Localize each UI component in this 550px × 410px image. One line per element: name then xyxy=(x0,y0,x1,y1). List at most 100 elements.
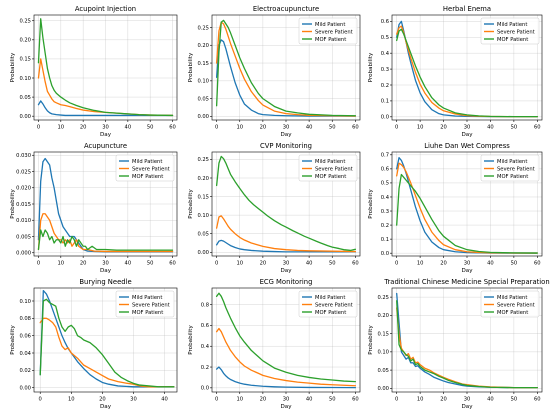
x-tick-label: 40 xyxy=(306,397,313,403)
y-tick-label: 0.10 xyxy=(19,299,31,305)
x-tick-label: 30 xyxy=(102,261,109,267)
y-tick-label: 0.1 xyxy=(381,99,389,105)
x-axis-label: Day xyxy=(461,268,473,274)
y-tick-label: 0.00 xyxy=(19,114,31,120)
y-tick-label: 0.15 xyxy=(197,194,209,200)
chart-title: Acupoint Injection xyxy=(75,5,136,13)
y-tick-label: 0.04 xyxy=(19,351,31,357)
y-axis-label: Probability xyxy=(368,325,374,355)
y-tick-label: 0.05 xyxy=(197,232,209,238)
x-axis-label: Day xyxy=(100,404,112,410)
legend-label: Severe Patient xyxy=(497,302,535,308)
x-tick-label: 30 xyxy=(283,397,290,403)
y-tick-label: 0.00 xyxy=(19,385,31,391)
x-tick-label: 10 xyxy=(417,261,424,267)
x-tick-label: 10 xyxy=(68,397,75,403)
y-tick-label: 0.6 xyxy=(381,19,389,25)
y-tick-label: 0.25 xyxy=(19,19,31,25)
chart-panel-1: 0 10 20 30 40 50 60 0.00 0.05 0.10 0.15 0.20 0.25 Acu… xyxy=(10,5,177,138)
legend-label: Severe Patient xyxy=(315,166,353,172)
y-tick-label: 0.2 xyxy=(381,83,389,89)
legend-label: Mild Patient xyxy=(132,159,162,165)
legend-label: Severe Patient xyxy=(132,166,170,172)
x-axis-label: Day xyxy=(280,132,292,138)
x-tick-label: 30 xyxy=(464,261,471,267)
y-tick-label: 0.6 xyxy=(201,323,209,329)
x-axis-label: Day xyxy=(100,132,112,138)
y-tick-label: 0.030 xyxy=(16,153,31,159)
x-axis-label: Day xyxy=(461,132,473,138)
y-tick-label: 0.025 xyxy=(16,169,31,175)
y-tick-label: 0.1 xyxy=(381,237,389,243)
x-tick-label: 40 xyxy=(487,261,494,267)
x-tick-label: 20 xyxy=(260,397,267,403)
y-tick-label: 0.05 xyxy=(19,95,31,101)
x-tick-label: 40 xyxy=(306,261,313,267)
x-axis-label: Day xyxy=(461,404,473,410)
x-axis-label: Day xyxy=(100,268,112,274)
y-tick-label: 0.0 xyxy=(381,115,389,121)
x-tick-label: 10 xyxy=(58,261,65,267)
chart-title: Acupuncture xyxy=(84,142,127,150)
x-tick-label: 10 xyxy=(236,397,243,403)
y-tick-label: 0.4 xyxy=(201,344,210,350)
chart-panel-6: 0 10 20 30 40 50 60 0.0 0.1 0.2 0.3 0.4 0.5 0.6 0.7 Liu… xyxy=(368,142,542,274)
legend-label: Mild Patient xyxy=(315,159,345,165)
y-tick-label: 0.10 xyxy=(197,213,209,219)
chart-panel-3: 0 10 20 30 40 50 60 0.0 0.1 0.2 0.3 0.4 0.5 0.6 Herbal… xyxy=(368,5,542,138)
y-axis-label: Probability xyxy=(368,52,374,82)
y-tick-label: 0.4 xyxy=(381,195,390,201)
y-tick-label: 0.20 xyxy=(377,313,389,319)
y-tick-label: 0.010 xyxy=(16,218,31,224)
y-tick-label: 0.05 xyxy=(377,368,389,374)
x-tick-label: 60 xyxy=(352,125,359,131)
legend-label: MOF Patient xyxy=(497,310,528,316)
y-tick-label: 0.0 xyxy=(201,386,209,392)
x-tick-label: 20 xyxy=(99,397,106,403)
chart-title: CVP Monitoring xyxy=(260,142,312,150)
legend-label: MOF Patient xyxy=(132,174,163,180)
x-tick-label: 20 xyxy=(80,125,87,131)
legend-label: Mild Patient xyxy=(497,22,527,28)
x-tick-label: 60 xyxy=(534,397,541,403)
legend-label: MOF Patient xyxy=(497,174,528,180)
y-tick-label: 0.5 xyxy=(381,35,389,41)
y-tick-label: 0.00 xyxy=(377,386,389,392)
x-tick-label: 50 xyxy=(511,125,518,131)
y-tick-label: 0.2 xyxy=(381,223,389,229)
y-tick-label: 0.00 xyxy=(197,114,209,120)
x-tick-label: 30 xyxy=(464,397,471,403)
y-tick-label: 0.02 xyxy=(19,368,31,374)
y-tick-label: 0.2 xyxy=(201,365,209,371)
y-tick-label: 0.005 xyxy=(16,234,31,240)
x-tick-label: 40 xyxy=(161,397,168,403)
x-tick-label: 60 xyxy=(352,397,359,403)
x-tick-label: 0 xyxy=(37,125,40,131)
x-tick-label: 60 xyxy=(352,261,359,267)
y-axis-label: Probability xyxy=(10,52,16,82)
y-axis-label: Probability xyxy=(368,189,374,219)
legend-label: MOF Patient xyxy=(315,37,346,43)
x-tick-label: 30 xyxy=(283,261,290,267)
legend-label: Mild Patient xyxy=(497,295,527,301)
x-tick-label: 60 xyxy=(169,261,176,267)
chart-title: Liuhe Dan Wet Compress xyxy=(424,142,510,150)
legend-label: MOF Patient xyxy=(315,174,346,180)
y-tick-label: 0.000 xyxy=(16,251,31,257)
x-tick-label: 50 xyxy=(147,261,154,267)
y-axis-label: Probability xyxy=(10,189,16,219)
chart-panel-8: 0 10 20 30 40 50 60 0.0 0.2 0.4 0.6 0.8 ECG Monitori… xyxy=(188,278,360,410)
x-tick-label: 10 xyxy=(417,125,424,131)
y-tick-label: 0.25 xyxy=(197,25,209,31)
chart-panel-5: 0 10 20 30 40 50 60 0.00 0.05 0.10 0.15 0.20 0.25 CVP… xyxy=(188,142,360,274)
legend: Mild PatientSevere Patient MOF Patient xyxy=(299,18,357,44)
legend-label: MOF Patient xyxy=(132,310,163,316)
x-tick-label: 10 xyxy=(58,125,65,131)
x-tick-label: 50 xyxy=(329,397,336,403)
y-tick-label: 0.0 xyxy=(381,251,389,257)
x-tick-label: 40 xyxy=(487,125,494,131)
x-tick-label: 10 xyxy=(236,261,243,267)
